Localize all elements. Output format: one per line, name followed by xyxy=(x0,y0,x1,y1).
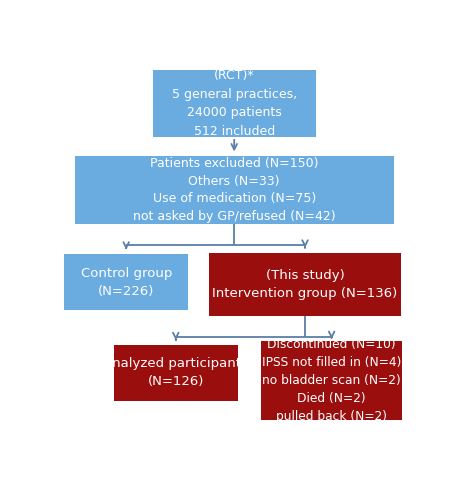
Text: (RCT)*
5 general practices,
24000 patients
512 included: (RCT)* 5 general practices, 24000 patien… xyxy=(172,69,297,138)
Text: Patients excluded (N=150)
Others (N=33)
Use of medication (N=75)
not asked by GP: Patients excluded (N=150) Others (N=33) … xyxy=(133,157,335,222)
FancyBboxPatch shape xyxy=(114,345,238,401)
Text: (This study)
Intervention group (N=136): (This study) Intervention group (N=136) xyxy=(213,268,398,300)
Text: Analyzed participants
(N=126): Analyzed participants (N=126) xyxy=(103,358,248,388)
FancyBboxPatch shape xyxy=(209,252,401,316)
FancyBboxPatch shape xyxy=(64,254,188,310)
Text: Discontinued (N=10)
IPSS not filled in (N=4)
no bladder scan (N=2)
Died (N=2)
pu: Discontinued (N=10) IPSS not filled in (… xyxy=(262,338,401,423)
FancyBboxPatch shape xyxy=(75,156,393,224)
FancyBboxPatch shape xyxy=(153,70,316,137)
FancyBboxPatch shape xyxy=(261,341,403,420)
Text: Control group
(N=226): Control group (N=226) xyxy=(80,267,172,298)
